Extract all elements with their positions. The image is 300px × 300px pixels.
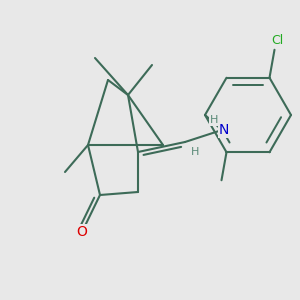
- Text: H: H: [191, 147, 199, 157]
- Text: H: H: [210, 115, 218, 125]
- Text: N: N: [219, 123, 229, 137]
- Text: Cl: Cl: [272, 34, 284, 47]
- Text: O: O: [76, 225, 87, 239]
